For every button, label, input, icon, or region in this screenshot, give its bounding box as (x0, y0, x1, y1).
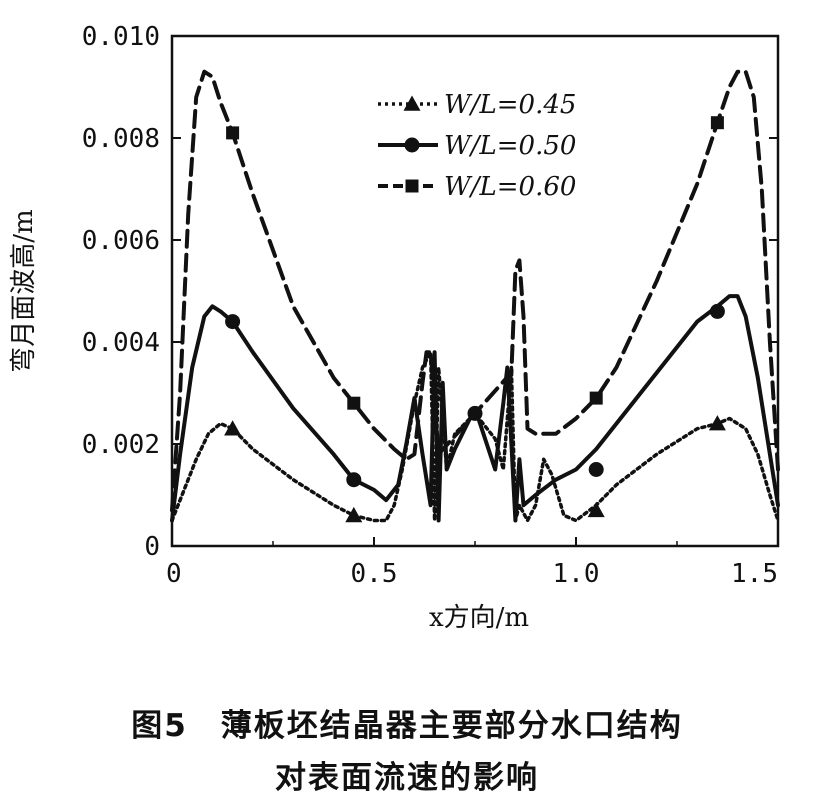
series-marker-circle (709, 303, 725, 319)
x-tick-label: 0 (166, 559, 182, 589)
series-marker-square (710, 116, 724, 130)
legend-label-0: W/L=0.45 (444, 90, 576, 120)
y-tick-label: 0.006 (82, 226, 160, 256)
y-tick-label: 0.002 (82, 430, 160, 460)
y-tick-label: 0 (144, 532, 160, 562)
series-marker-circle (467, 405, 483, 421)
y-tick-label: 0.008 (82, 124, 160, 154)
legend-marker-square (405, 179, 419, 193)
y-axis-label: 弯月面波高/m (9, 209, 39, 372)
series-marker-circle (588, 462, 604, 477)
series-marker-triangle (224, 420, 242, 436)
legend: W/L=0.45 W/L=0.50 W/L=0.60 (378, 90, 576, 202)
chart: 0 0.5 1.0 1.5 0 0.002 0.004 0.006 0.008 0.010 W/L… (9, 22, 780, 633)
series-marker-triangle (587, 501, 605, 518)
x-tick-label: 0.5 (351, 559, 398, 589)
y-tick-label: 0.010 (82, 22, 160, 52)
series-line-0 (170, 350, 780, 523)
axis-ticks: 0 0.5 1.0 1.5 0 0.002 0.004 0.006 0.008 0.010 (82, 22, 779, 589)
series-markers (224, 116, 726, 523)
series-line-2 (170, 69, 780, 513)
series-marker-circle (346, 472, 362, 488)
series-line-1 (170, 294, 780, 523)
figure-caption-line2: 对表面流速的影响 (275, 760, 539, 796)
series-marker-circle (225, 314, 241, 330)
series-marker-square (589, 391, 603, 405)
legend-marker-triangle (403, 95, 421, 111)
series-marker-triangle (345, 506, 363, 523)
legend-marker-circle (404, 137, 420, 153)
series-marker-triangle (708, 415, 726, 431)
x-axis-label: x方向/m (429, 603, 529, 633)
series-marker-square (226, 126, 240, 140)
y-tick-label: 0.004 (82, 328, 160, 358)
x-tick-label: 1.0 (553, 559, 600, 589)
x-tick-label: 1.5 (731, 559, 778, 589)
figure-caption-line1: 图5 薄板坯结晶器主要部分水口结构 (131, 708, 683, 744)
legend-label-1: W/L=0.50 (444, 131, 576, 161)
series-marker-square (347, 396, 361, 410)
legend-label-2: W/L=0.60 (444, 172, 576, 202)
